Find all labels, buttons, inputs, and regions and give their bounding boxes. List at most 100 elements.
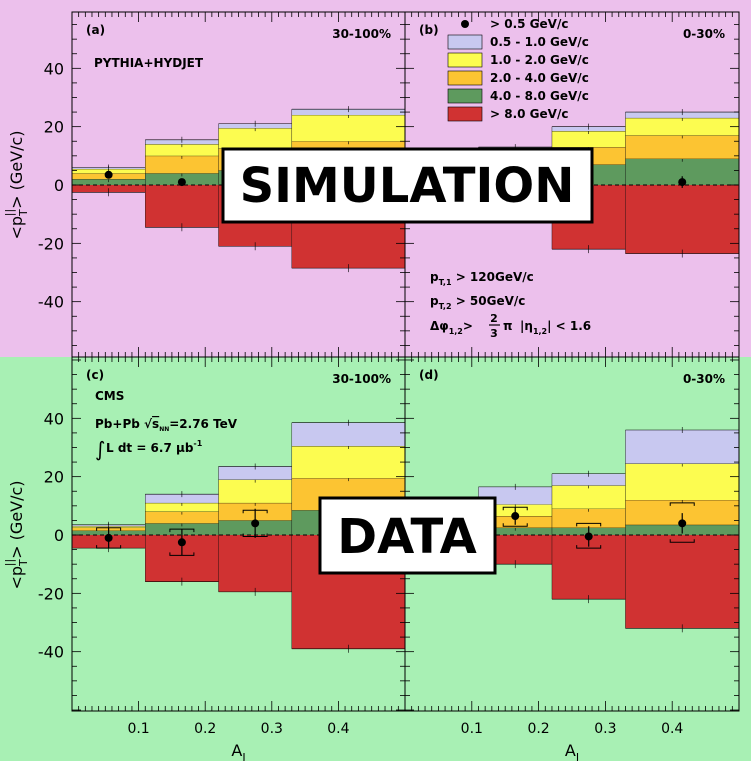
xlabel-c: AJ xyxy=(231,741,245,761)
cms-integral-sign: ∫ xyxy=(95,437,105,461)
cut-eta: |η1,2| < 1.6 xyxy=(520,319,591,336)
legend-swatch-1 xyxy=(447,34,483,50)
centrality-label-c: 30-100% xyxy=(332,372,391,386)
bar-b-bin3-s2 xyxy=(625,135,739,159)
bar-a-bin1-gt8 xyxy=(145,185,219,228)
cut-frac-num: 2 xyxy=(490,312,498,325)
data-point-a-0 xyxy=(104,170,113,179)
legend-label-2: 1.0 - 2.0 GeV/c xyxy=(490,53,589,67)
bar-a-bin1-s2 xyxy=(145,155,219,174)
legend-swatch-2 xyxy=(447,52,483,68)
legend-label-3: 2.0 - 4.0 GeV/c xyxy=(490,71,589,85)
ytick-label-c: -40 xyxy=(38,643,64,662)
bar-c-bin3-s4 xyxy=(291,422,405,447)
bar-a-bin2-s3 xyxy=(218,128,292,149)
xtick-label-c: 0.3 xyxy=(261,721,283,737)
kinematic-cuts: pT,1 > 120GeV/c pT,2 > 50GeV/c Δφ1,2> 2 … xyxy=(430,270,591,340)
cms-info: CMS Pb+Pb √sNN=2.76 TeV ∫ L dt = 6.7 μb-… xyxy=(95,389,238,461)
panel-label-c: (c) xyxy=(86,368,104,382)
bar-d-bin2-s3 xyxy=(551,485,626,509)
xlabel-d: AJ xyxy=(565,741,579,761)
legend-label-1: 0.5 - 1.0 GeV/c xyxy=(490,35,589,49)
data-banner: DATA xyxy=(318,496,497,575)
svg-text:<pT||> (GeV/c): <pT||> (GeV/c) xyxy=(3,480,30,589)
legend-label-0: > 0.5 GeV/c xyxy=(490,17,568,31)
generator-label-a: PYTHIA+HYDJET xyxy=(94,56,204,70)
syst-bracket-bot-d-2 xyxy=(669,539,695,543)
bar-c-bin2-s4 xyxy=(218,466,292,480)
syst-bracket-bot-c-0 xyxy=(96,545,122,549)
ylabel-tail: > (GeV/c) xyxy=(7,480,26,558)
xtick-label-c: 0.2 xyxy=(194,721,216,737)
y-axis-label-bottom: <pT||> (GeV/c) xyxy=(3,480,30,589)
syst-bracket-top-d-2 xyxy=(669,502,695,506)
ylabel-tail: > (GeV/c) xyxy=(7,130,26,208)
bar-b-bin2-s3 xyxy=(551,131,626,148)
cms-energy: Pb+Pb √sNN=2.76 TeV xyxy=(95,417,238,433)
ytick-label-a: 40 xyxy=(44,59,64,78)
ylabel-sup: || xyxy=(3,559,16,566)
xtick-label-d: 0.1 xyxy=(461,721,483,737)
data-point-d-0 xyxy=(511,512,520,521)
panel-label-a: (a) xyxy=(86,23,105,37)
ytick-label-a: -40 xyxy=(38,293,64,312)
bar-b-bin3-gt8 xyxy=(625,185,739,254)
ylabel-sup: || xyxy=(3,209,16,216)
xtick-label-c: 0.4 xyxy=(327,721,349,737)
legend-swatch-3 xyxy=(447,70,483,86)
svg-text:<pT||> (GeV/c): <pT||> (GeV/c) xyxy=(3,130,30,239)
y-axis-label-top: <pT||> (GeV/c) xyxy=(3,130,30,239)
ylabel-main: <p xyxy=(7,216,26,240)
ytick-label-a: 0 xyxy=(54,176,64,195)
centrality-label-d: 0-30% xyxy=(683,372,725,386)
xtick-label-d: 0.4 xyxy=(661,721,683,737)
bar-d-bin2-s2 xyxy=(551,508,626,528)
ytick-label-c: 20 xyxy=(44,468,64,487)
cut-frac-den: 3 xyxy=(490,327,498,340)
data-point-c-1 xyxy=(177,538,186,547)
ytick-label-c: 0 xyxy=(54,526,64,545)
data-point-c-0 xyxy=(104,533,113,542)
xtick-label-d: 0.2 xyxy=(527,721,549,737)
cut-dphi: Δφ1,2> xyxy=(430,319,473,336)
simulation-banner: SIMULATION xyxy=(221,147,594,224)
legend-marker-0 xyxy=(461,20,469,28)
ylabel-main: <p xyxy=(7,566,26,590)
ytick-label-a: 20 xyxy=(44,118,64,137)
bar-c-bin2-gt8 xyxy=(218,535,292,592)
data-point-d-1 xyxy=(584,532,593,541)
ylabel-sub: T xyxy=(17,209,30,217)
bar-d-bin1-s4 xyxy=(478,486,552,505)
legend-swatch-5 xyxy=(447,106,483,122)
centrality-label-b: 0-30% xyxy=(683,27,725,41)
simulation-banner-text: SIMULATION xyxy=(240,158,575,214)
bar-d-bin3-s3 xyxy=(625,463,739,500)
legend-label-4: 4.0 - 8.0 GeV/c xyxy=(490,89,589,103)
cms-lumi: L dt = 6.7 μb-1 xyxy=(106,439,203,455)
bar-d-bin2-s4 xyxy=(551,473,626,486)
data-point-c-2 xyxy=(251,519,260,528)
bar-c-bin3-s3 xyxy=(291,446,405,479)
cut-pi: π xyxy=(503,319,513,333)
data-point-b-0 xyxy=(678,178,687,187)
bar-b-bin3-s3 xyxy=(625,117,739,136)
legend-label-5: > 8.0 GeV/c xyxy=(490,107,568,121)
bar-a-bin1-s3 xyxy=(145,144,219,156)
centrality-label-a: 30-100% xyxy=(332,27,391,41)
ylabel-sub: T xyxy=(17,559,30,567)
bar-d-bin3-s4 xyxy=(625,429,739,464)
cms-label: CMS xyxy=(95,389,124,403)
bar-a-bin3-s3 xyxy=(291,114,405,142)
data-point-d-2 xyxy=(678,519,687,528)
xtick-label-d: 0.3 xyxy=(594,721,616,737)
bar-c-bin1-s3 xyxy=(145,502,219,512)
panel-label-d: (d) xyxy=(419,368,439,382)
ytick-label-c: 40 xyxy=(44,409,64,428)
ytick-label-a: -20 xyxy=(38,234,64,253)
bar-d-bin3-gt8 xyxy=(625,535,739,629)
bar-d-bin1-s1 xyxy=(478,527,552,535)
xtick-label-c: 0.1 xyxy=(127,721,149,737)
bar-c-bin1-s4 xyxy=(145,494,219,503)
